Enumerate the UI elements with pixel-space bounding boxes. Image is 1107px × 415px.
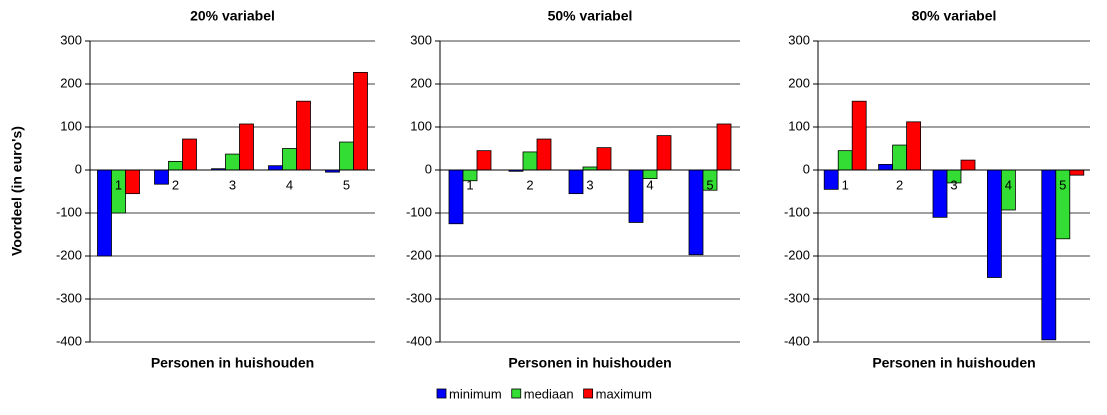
bar bbox=[168, 160, 183, 171]
x-tick-label: 3 bbox=[950, 177, 957, 192]
y-tick-label: -300 bbox=[406, 290, 432, 305]
x-tick-label: 4 bbox=[646, 177, 653, 192]
bar bbox=[353, 71, 368, 171]
bar bbox=[296, 100, 311, 171]
y-tick-label: 100 bbox=[788, 118, 810, 133]
x-tick-label: 2 bbox=[526, 177, 533, 192]
y-tick-label: 300 bbox=[788, 32, 810, 47]
y-tick-label: -400 bbox=[56, 333, 82, 348]
x-tick-label: 2 bbox=[896, 177, 903, 192]
bar bbox=[339, 141, 354, 171]
bar bbox=[851, 100, 867, 171]
bar bbox=[932, 169, 948, 218]
x-tick-label: 4 bbox=[1005, 177, 1012, 192]
bar bbox=[837, 150, 853, 171]
y-tick-label: -200 bbox=[56, 247, 82, 262]
y-tick-label: 200 bbox=[788, 75, 810, 90]
bar bbox=[568, 169, 584, 195]
x-tick-label: 2 bbox=[172, 177, 179, 192]
y-tick-label: -400 bbox=[784, 333, 810, 348]
y-tick-label: -100 bbox=[56, 204, 82, 219]
y-tick-label: 0 bbox=[75, 161, 82, 176]
x-axis-label: Personen in huishouden bbox=[508, 355, 671, 371]
y-tick-label: -100 bbox=[406, 204, 432, 219]
bar bbox=[239, 123, 254, 171]
bar bbox=[1069, 169, 1085, 176]
bar bbox=[987, 169, 1002, 278]
bar bbox=[596, 147, 612, 171]
legend-label: maximum bbox=[596, 386, 652, 401]
bar bbox=[536, 138, 552, 171]
x-tick-label: 5 bbox=[706, 177, 713, 192]
y-axis-label: Voordeel (in euro's) bbox=[9, 126, 25, 256]
y-tick-label: 300 bbox=[410, 32, 432, 47]
x-tick-label: 1 bbox=[466, 177, 473, 192]
legend-swatch bbox=[436, 388, 447, 399]
legend-label: minimum bbox=[449, 386, 502, 401]
legend-swatch bbox=[511, 388, 522, 399]
x-tick-label: 1 bbox=[842, 177, 849, 192]
bar bbox=[960, 159, 976, 171]
y-tick-label: 100 bbox=[60, 118, 82, 133]
y-tick-label: 0 bbox=[803, 161, 810, 176]
y-tick-label: -100 bbox=[784, 204, 810, 219]
x-tick-label: 4 bbox=[286, 177, 293, 192]
x-tick-label: 3 bbox=[229, 177, 236, 192]
bar bbox=[225, 153, 240, 171]
y-tick-label: -300 bbox=[56, 290, 82, 305]
bar bbox=[628, 169, 644, 223]
bar bbox=[1041, 169, 1057, 341]
x-tick-label: 5 bbox=[343, 177, 350, 192]
bar bbox=[522, 151, 538, 171]
legend-label: mediaan bbox=[524, 386, 574, 401]
y-tick-label: 0 bbox=[425, 161, 432, 176]
y-tick-label: -300 bbox=[784, 290, 810, 305]
bar bbox=[154, 169, 169, 185]
bar bbox=[476, 150, 492, 171]
chart-title: 50% variabel bbox=[548, 8, 633, 24]
y-tick-label: 200 bbox=[60, 75, 82, 90]
bar bbox=[892, 144, 907, 171]
y-tick-label: 300 bbox=[60, 32, 82, 47]
bar bbox=[182, 138, 197, 171]
bar bbox=[656, 135, 672, 171]
y-tick-label: -400 bbox=[406, 333, 432, 348]
bar bbox=[97, 169, 112, 257]
bar bbox=[125, 169, 140, 195]
y-tick-label: 200 bbox=[410, 75, 432, 90]
x-tick-label: 5 bbox=[1059, 177, 1066, 192]
x-axis-label: Personen in huishouden bbox=[151, 355, 314, 371]
chart-title: 20% variabel bbox=[190, 8, 275, 24]
bar bbox=[906, 121, 921, 171]
bar bbox=[688, 169, 704, 256]
y-tick-label: -200 bbox=[784, 247, 810, 262]
bar bbox=[823, 169, 839, 190]
bar bbox=[878, 164, 893, 171]
bar bbox=[448, 169, 464, 225]
y-tick-label: -200 bbox=[406, 247, 432, 262]
bar bbox=[716, 123, 732, 171]
y-tick-label: 100 bbox=[410, 118, 432, 133]
chart-title: 80% variabel bbox=[912, 8, 997, 24]
legend-swatch bbox=[583, 388, 594, 399]
x-tick-label: 1 bbox=[115, 177, 122, 192]
x-tick-label: 3 bbox=[586, 177, 593, 192]
bar bbox=[268, 165, 283, 171]
x-axis-label: Personen in huishouden bbox=[872, 355, 1035, 371]
bar bbox=[282, 148, 297, 171]
